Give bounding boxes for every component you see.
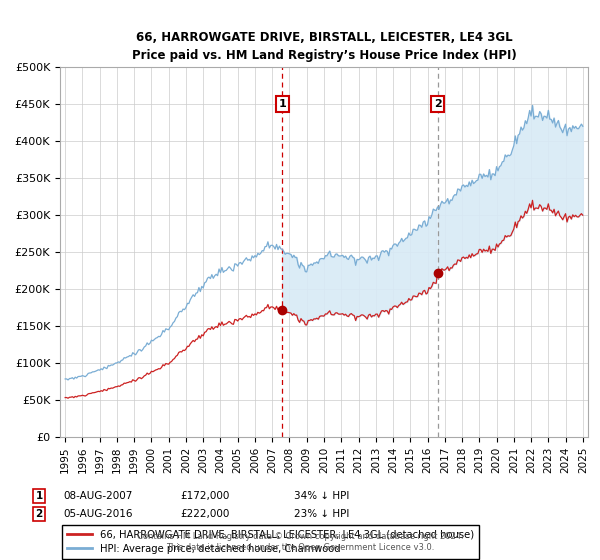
Text: 1: 1 [35, 491, 43, 501]
Text: 23% ↓ HPI: 23% ↓ HPI [294, 509, 349, 519]
Text: £222,000: £222,000 [180, 509, 229, 519]
Text: 05-AUG-2016: 05-AUG-2016 [63, 509, 133, 519]
Text: 08-AUG-2007: 08-AUG-2007 [63, 491, 133, 501]
Text: 1: 1 [278, 99, 286, 109]
Text: 34% ↓ HPI: 34% ↓ HPI [294, 491, 349, 501]
Text: £172,000: £172,000 [180, 491, 229, 501]
Title: 66, HARROWGATE DRIVE, BIRSTALL, LEICESTER, LE4 3GL
Price paid vs. HM Land Regist: 66, HARROWGATE DRIVE, BIRSTALL, LEICESTE… [131, 31, 517, 62]
Text: Contains HM Land Registry data © Crown copyright and database right 2024.
This d: Contains HM Land Registry data © Crown c… [137, 532, 463, 552]
Text: 2: 2 [35, 509, 43, 519]
Legend: 66, HARROWGATE DRIVE, BIRSTALL, LEICESTER, LE4 3GL (detached house), HPI: Averag: 66, HARROWGATE DRIVE, BIRSTALL, LEICESTE… [62, 525, 479, 559]
Text: 2: 2 [434, 99, 442, 109]
